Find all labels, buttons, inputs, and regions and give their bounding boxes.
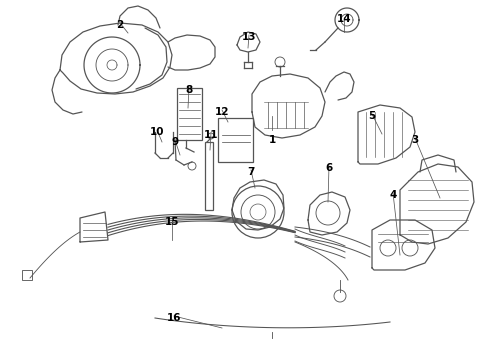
Text: 2: 2 — [117, 20, 123, 30]
Text: 15: 15 — [165, 217, 179, 227]
Text: 13: 13 — [242, 32, 256, 42]
Text: 6: 6 — [325, 163, 333, 173]
Text: 14: 14 — [337, 14, 351, 24]
Text: 1: 1 — [269, 135, 275, 145]
Text: 7: 7 — [247, 167, 255, 177]
Text: 12: 12 — [215, 107, 229, 117]
Text: 9: 9 — [172, 137, 178, 147]
Text: 10: 10 — [150, 127, 164, 137]
Text: 16: 16 — [167, 313, 181, 323]
Text: 11: 11 — [204, 130, 218, 140]
Text: 8: 8 — [185, 85, 193, 95]
Text: 5: 5 — [368, 111, 376, 121]
Text: 3: 3 — [412, 135, 418, 145]
Text: 4: 4 — [390, 190, 397, 200]
